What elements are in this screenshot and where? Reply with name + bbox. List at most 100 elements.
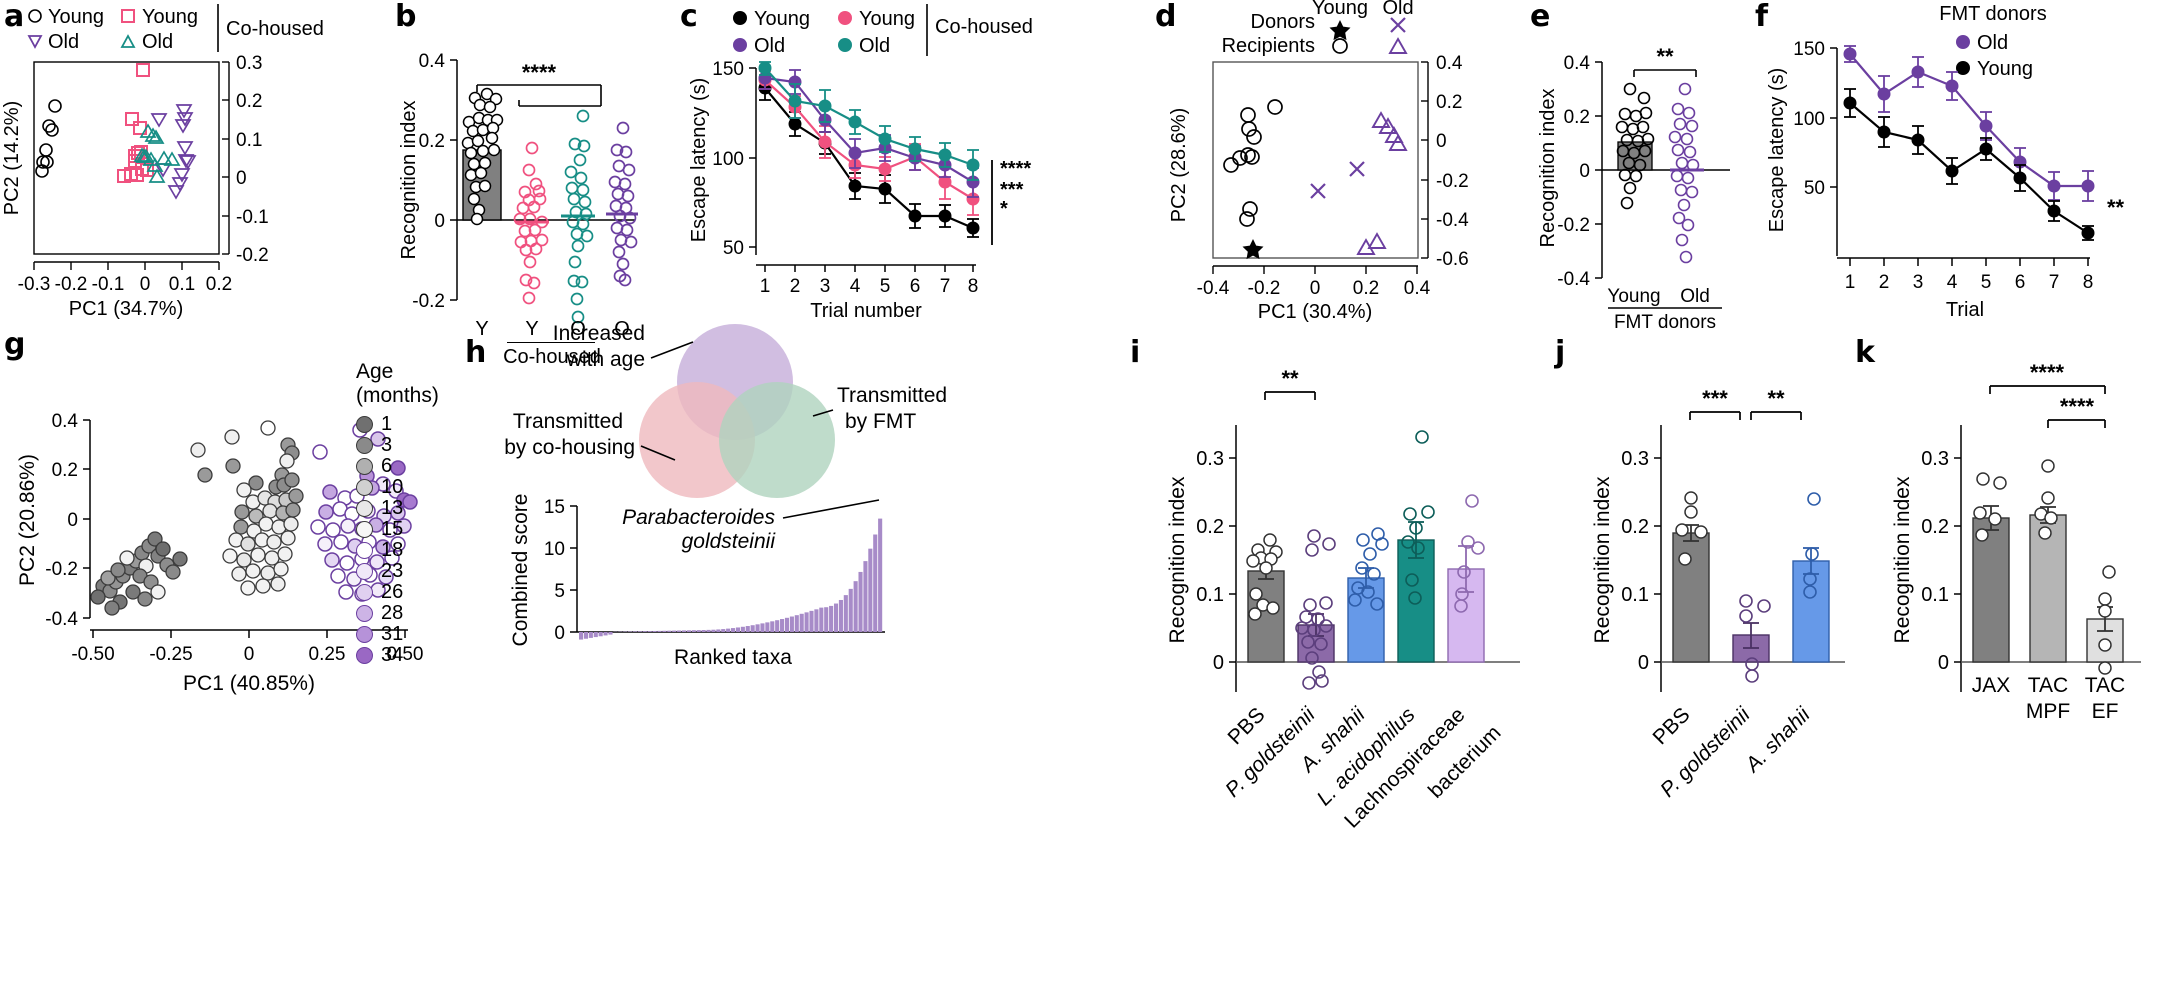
panel-g-legend-item: 1 xyxy=(356,414,476,435)
panel-h-bar xyxy=(804,612,809,632)
panel-d-ytick-5: -0.6 xyxy=(1436,249,1469,270)
panel-g-xtick-4: 0.50 xyxy=(387,644,424,665)
panel-f-xtick-1: 2 xyxy=(1879,272,1890,293)
panel-c-xtick-4: 5 xyxy=(880,276,891,297)
panel-e-ytick-4: -0.4 xyxy=(1557,269,1590,290)
panel-h-bar xyxy=(598,632,603,637)
panel-k-ytick-1: 0.2 xyxy=(1921,516,1949,538)
panel-i-points-0 xyxy=(1246,533,1283,621)
panel-k-label: k xyxy=(1855,335,1875,370)
panel-d-figure: Donors Recipients Young Old 0.4 0.2 0 -0… xyxy=(1168,0,1469,323)
panel-c-sig-1: *** xyxy=(1000,179,1024,201)
panel-b-yaxis: 0.4 0.2 0 -0.2 xyxy=(412,51,458,312)
panel-c-xtick-7: 8 xyxy=(968,276,979,297)
panel-b-points-3 xyxy=(608,121,638,287)
panel-c-xtick-5: 6 xyxy=(910,276,921,297)
panel-h-bar xyxy=(848,588,853,632)
legend-label-young-control: Young xyxy=(48,6,104,28)
panel-g-legend-item: 13 xyxy=(356,498,476,519)
legend-group-cohoused: Co-housed xyxy=(226,18,324,40)
panel-a: a Young Young Old Old Co-housed 0.3 xyxy=(0,0,324,321)
panel-h-bar xyxy=(696,630,701,632)
panel-h-bar xyxy=(750,625,755,632)
panel-h-bar xyxy=(858,571,863,632)
panel-g-legend-item: 15 xyxy=(356,519,476,540)
panel-e-ytick-3: -0.2 xyxy=(1557,215,1590,236)
panel-h-annotation-leader xyxy=(782,499,880,519)
panel-k-xtick-2a: TAC xyxy=(2085,674,2125,697)
panel-e-figure: 0.4 0.2 0 -0.2 -0.4 Recognition index ** xyxy=(1537,44,1730,333)
panel-a-points-young xyxy=(35,99,62,178)
panel-j-errorbars xyxy=(1683,524,1819,649)
legend-label-old-cohoused: Old xyxy=(142,31,173,53)
panel-c: c Young Young Old Old Co-housed 150 100 … xyxy=(680,0,1040,323)
panel-a-xlabel: PC1 (34.7%) xyxy=(69,298,184,320)
panel-b-ytick-1: 0.2 xyxy=(419,131,445,152)
panel-g-legend-item: 3 xyxy=(356,435,476,456)
circle-filled-icon-teal xyxy=(838,38,852,52)
panel-f-label: f xyxy=(1755,0,1769,34)
panel-f-legend-0: Old xyxy=(1977,32,2008,54)
panel-h-bar xyxy=(784,617,790,632)
panel-d-points-old-recipients xyxy=(1356,111,1408,255)
panel-a-xtick-3: 0 xyxy=(140,274,151,295)
star-icon xyxy=(1329,20,1351,41)
panel-k-sig-1: **** xyxy=(2060,394,2095,419)
panel-a-xtick-5: 0.2 xyxy=(206,274,232,295)
panel-e-label: e xyxy=(1530,0,1551,34)
panel-b-significance: **** xyxy=(476,60,602,107)
panel-e-significance: ** xyxy=(1633,44,1697,77)
panel-k-ytick-3: 0 xyxy=(1938,652,1949,674)
legend-swatch-icon xyxy=(356,521,373,538)
panel-f-xlabel: Trial xyxy=(1946,299,1984,321)
panel-e-ytick-1: 0.2 xyxy=(1564,107,1590,128)
panel-i-points-3 xyxy=(1401,430,1435,605)
venn-label-fmt-0: Transmitted xyxy=(837,384,947,407)
panel-h-label: h xyxy=(465,335,487,370)
panel-g-legend-item: 6 xyxy=(356,456,476,477)
panel-h-ytick-2: 5 xyxy=(554,581,565,602)
panel-i-significance: ** xyxy=(1264,366,1316,400)
venn-label-increased-0: Increased xyxy=(553,322,645,345)
panel-d: d Donors Recipients Young Old 0.4 0.2 0 … xyxy=(1155,0,1525,323)
panel-j-bar-2 xyxy=(1792,560,1830,663)
panel-g-legend-item-label: 13 xyxy=(381,497,404,519)
panel-b-points-0 xyxy=(461,87,504,226)
panel-k: k 0.3 0.2 0.1 0 Recognition index **** *… xyxy=(1855,320,2159,990)
panel-h-annotation: Parabacteroides goldsteinii xyxy=(622,499,880,553)
panel-g-ytick-0: 0.4 xyxy=(52,411,79,432)
panel-a-plot-frame xyxy=(33,61,220,255)
venn-label-cohousing-0: Transmitted xyxy=(513,410,623,433)
panel-f-series-young xyxy=(1843,88,2095,241)
panel-h-bar xyxy=(647,631,652,632)
panel-e-ylabel: Recognition index xyxy=(1537,89,1559,248)
panel-f-legend-1: Young xyxy=(1977,58,2033,80)
panel-a-yaxis: 0.3 0.2 0.1 0 -0.1 -0.2 xyxy=(222,53,269,266)
panel-b-figure: 0.4 0.2 0 -0.2 Recognition index **** xyxy=(398,51,638,340)
panel-c-xtick-0: 1 xyxy=(760,276,771,297)
panel-h-xlabel: Ranked taxa xyxy=(674,646,792,669)
panel-j-label: j xyxy=(1555,335,1566,370)
panel-h-bar xyxy=(716,629,721,632)
panel-j-xtick-2: A. shahii xyxy=(1740,702,1816,778)
panel-h: h Increased with age Transmitted by co-h… xyxy=(465,320,1125,680)
panel-k-bar-1 xyxy=(2029,514,2067,663)
venn-leader-cohousing xyxy=(640,445,676,461)
panel-a-xtick-0: -0.3 xyxy=(18,274,51,295)
panel-h-bars xyxy=(579,518,883,640)
panel-j-points-0 xyxy=(1675,491,1708,566)
panel-g-legend-title: Age (months) xyxy=(356,360,439,407)
panel-h-bar xyxy=(608,632,613,635)
panel-k-points-2 xyxy=(2098,565,2116,675)
panel-h-ytick-0: 15 xyxy=(544,497,565,518)
panel-c-legend-3: Old xyxy=(859,35,890,57)
legend-swatch-icon xyxy=(356,500,373,517)
panel-c-figure: Young Young Old Old Co-housed 150 100 50… xyxy=(688,4,1033,322)
panel-d-ytick-3: -0.2 xyxy=(1436,171,1469,192)
panel-c-ytick-0: 150 xyxy=(712,59,744,80)
panel-f: f FMT donors Old Young 150 100 50 Escape… xyxy=(1755,0,2155,322)
circle-filled-icon-purple xyxy=(1956,35,1970,49)
panel-h-bar xyxy=(765,622,770,632)
panel-h-bar xyxy=(628,631,633,632)
panel-g-legend-item-label: 10 xyxy=(381,476,404,498)
